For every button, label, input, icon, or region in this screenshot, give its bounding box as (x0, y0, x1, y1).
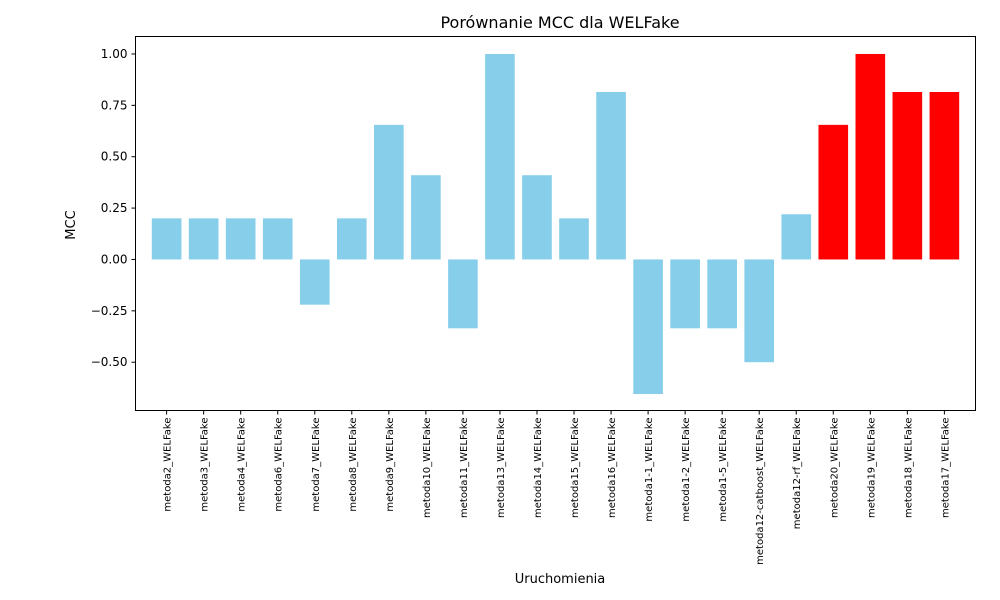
x-tick-label: metoda2_WELFake (163, 418, 174, 512)
x-tick-label: metoda6_WELFake (274, 418, 285, 512)
y-axis-label: MCC (64, 210, 79, 239)
bar-metoda15_WELFake (559, 218, 589, 260)
bar-metoda1-5_WELFake (707, 259, 737, 329)
y-tick-label: 0.50 (101, 150, 128, 164)
bar-metoda13_WELFake (485, 53, 515, 260)
y-tick-label: 0.00 (101, 252, 128, 266)
bar-metoda12-rf_WELFake (781, 214, 812, 260)
bar-metoda1-2_WELFake (670, 259, 700, 329)
bar-metoda16_WELFake (596, 91, 626, 260)
y-tick-label: −0.25 (91, 304, 128, 318)
x-tick-label: metoda11_WELFake (459, 418, 470, 518)
x-axis-label: Uruchomienia (515, 572, 606, 587)
bar-metoda10_WELFake (411, 175, 441, 260)
bar-metoda4_WELFake (225, 218, 256, 260)
y-tick-label: 0.75 (101, 98, 128, 112)
bar-metoda14_WELFake (522, 175, 552, 260)
bar-metoda17_WELFake (929, 91, 960, 260)
bar-metoda1-1_WELFake (633, 259, 663, 395)
x-tick-label: metoda10_WELFake (422, 418, 433, 518)
bar-metoda19_WELFake (855, 53, 886, 260)
bars-group (151, 53, 960, 395)
bar-metoda7_WELFake (299, 259, 330, 305)
y-tick-label: 1.00 (101, 47, 128, 61)
bar-metoda12-catboost_WELFake (744, 259, 775, 363)
x-tick-label: metoda8_WELFake (348, 418, 359, 512)
bar-metoda20_WELFake (818, 124, 849, 260)
x-tick-label: metoda1-1_WELFake (644, 418, 655, 522)
x-tick-label: metoda18_WELFake (903, 418, 914, 518)
bar-metoda9_WELFake (374, 124, 404, 260)
x-tick-label: metoda1-5_WELFake (718, 418, 729, 522)
x-tick-label: metoda20_WELFake (829, 418, 840, 518)
x-tick-label: metoda12-rf_WELFake (792, 418, 803, 530)
x-tick-label: metoda1-2_WELFake (681, 418, 692, 522)
bar-metoda18_WELFake (892, 91, 923, 260)
x-axis: metoda2_WELFake metoda3_WELFake metoda4_WE… (163, 410, 951, 565)
x-tick-label: metoda15_WELFake (570, 418, 581, 518)
x-tick-label: metoda16_WELFake (607, 418, 618, 518)
bar-metoda2_WELFake (151, 218, 182, 260)
x-tick-label: metoda9_WELFake (385, 418, 396, 512)
x-tick-label: metoda17_WELFake (940, 418, 951, 518)
y-tick-label: −0.50 (91, 355, 128, 369)
x-tick-label: metoda19_WELFake (866, 418, 877, 518)
x-tick-label: metoda13_WELFake (496, 418, 507, 518)
x-tick-label: metoda3_WELFake (200, 418, 211, 512)
bar-metoda3_WELFake (188, 218, 219, 260)
x-tick-label: metoda7_WELFake (311, 418, 322, 512)
bar-metoda11_WELFake (448, 259, 478, 329)
bar-metoda8_WELFake (336, 218, 367, 260)
x-tick-label: metoda4_WELFake (237, 418, 248, 512)
plot-frame (135, 36, 976, 411)
y-axis: −0.50 −0.25 0.00 0.25 0.50 0.75 1.00 (91, 47, 136, 369)
x-tick-label: metoda14_WELFake (533, 418, 544, 518)
bar-metoda6_WELFake (262, 218, 293, 260)
chart-title: Porównanie MCC dla WELFake (440, 13, 679, 32)
y-tick-label: 0.25 (101, 201, 128, 215)
x-tick-label: metoda12-catboost_WELFake (755, 418, 766, 565)
